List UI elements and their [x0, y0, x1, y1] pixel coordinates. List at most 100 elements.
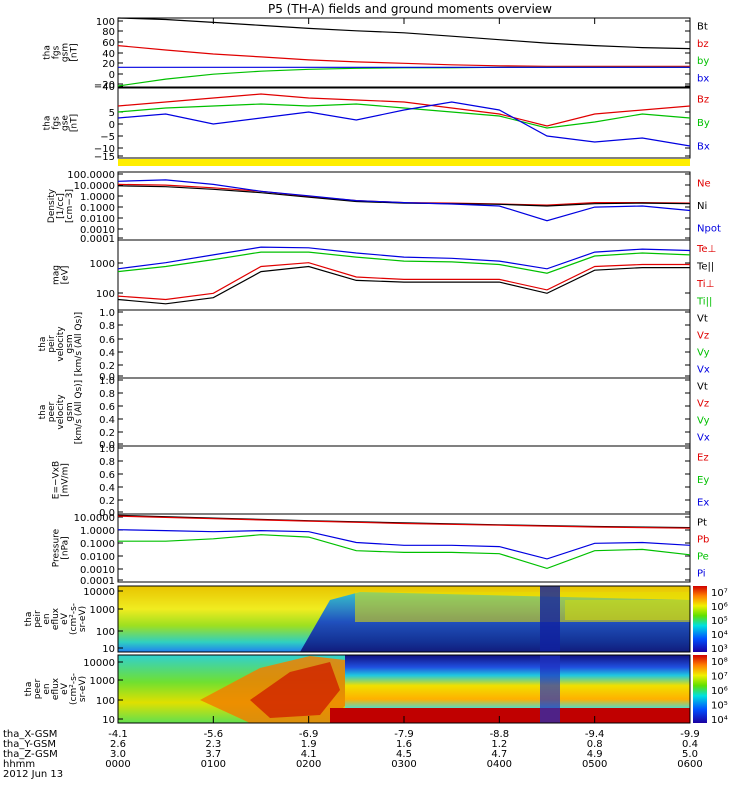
ylabel-line: [nPa]	[61, 536, 71, 559]
ylabel-line: eflux	[51, 677, 61, 700]
xtick-y-gsm: 1.6	[396, 739, 412, 750]
ylabel-line: [mV/m]	[61, 463, 71, 497]
ylabel-line: peir	[47, 335, 57, 353]
xtick-z-gsm: 4.5	[396, 749, 412, 760]
ytick-label: 1.0000	[80, 526, 115, 537]
colorbar-label: 10⁴	[711, 630, 728, 641]
ytick-label: 0.0100	[80, 552, 115, 563]
ylabel-line: [km/s (All Qs)]	[74, 312, 84, 376]
ytick-label: 1.0	[99, 444, 115, 455]
xtick-time: 0400	[487, 759, 512, 770]
ytick-label: 0.8	[99, 389, 115, 400]
ylabel-peer-velocity: tha peer velocity gsm [km/s (All Qs)]	[38, 380, 84, 444]
legend-pressure-1: Pb	[697, 535, 709, 546]
ytick-label: 0.6	[99, 335, 115, 346]
xtick-y-gsm: 1.9	[301, 739, 317, 750]
legend-peer-velocity-1: Vz	[697, 399, 709, 410]
xtick-y-gsm: 2.6	[110, 739, 126, 750]
ytick-label: 1.0	[99, 308, 115, 319]
legend-temperature-2: Ti⊥	[696, 279, 714, 290]
colorbar-label: 10⁵	[711, 616, 728, 627]
ytick-label: −10	[94, 144, 115, 155]
ylabel-line: [km/s (All Qs)]	[74, 380, 84, 444]
ylabel-line: fgs	[52, 45, 62, 59]
ylabel-line: mag	[52, 265, 62, 285]
ytick-label: 1000	[90, 676, 115, 687]
series-pressure-Pt	[117, 514, 691, 529]
ytick-label: 0.0010	[80, 565, 115, 576]
ytick-label: 10000	[83, 658, 115, 669]
ytick-label: 5	[109, 108, 115, 119]
xtick-x-gsm: -9.4	[585, 729, 605, 740]
panel-frame-peir-velocity	[117, 309, 691, 379]
legend-fgs-gse-1: By	[697, 118, 710, 129]
ion-spectrogram	[118, 586, 690, 652]
ylabel-peir-eflux: tha peir en eflux eV (cm²-s-sr-eV)	[24, 603, 88, 635]
spectrogram-axes-peir-eflux: 10000 1000 100 10 tha peir en eflux eV (cm²-s-sr-…	[24, 585, 691, 655]
ylabel-peer-eflux: tha peer en eflux eV (cm²-s-sr-eV)	[24, 673, 88, 705]
legend-efield-2: Ex	[697, 498, 709, 509]
ylabel-line: tha	[38, 405, 48, 420]
ylabel-line: velocity	[56, 326, 66, 362]
ytick-label: 0.8	[99, 457, 115, 468]
colorbar-ticks: 10⁷ 10⁶ 10⁵ 10⁴ 10³ 10⁸ 10⁷ 10⁶ 10⁵ 10⁴	[711, 588, 728, 726]
ion-spectrogram-dropout	[540, 586, 560, 652]
ytick-label: 80	[102, 27, 115, 38]
xtick-x-gsm: -8.8	[490, 729, 510, 740]
ytick-label: 0.8	[99, 321, 115, 332]
xaxis-row-label: tha_Z-GSM	[3, 749, 58, 760]
ytick-label: 100	[96, 627, 115, 638]
ylabel-line: en	[42, 613, 52, 624]
series-density-Npot	[117, 179, 691, 222]
panel-efield: 1.0 0.8 0.6 0.4 0.20.0 E=−VxB [mV/m] Ez Ey Ex	[52, 444, 710, 519]
ytick-label: 100	[96, 696, 115, 707]
colorbar-label: 10⁷	[711, 672, 728, 683]
ytick-label: 100.0000	[67, 170, 115, 181]
ytick-label: 20	[102, 59, 115, 70]
panel-density: 100.000010.00001.00000.10000.01000.00100…	[47, 170, 721, 245]
ylabel-fgs-gse: tha fgs gse [nT]	[43, 114, 80, 132]
xtick-time: 0300	[391, 759, 416, 770]
series-temperature-Te⊥	[117, 262, 690, 301]
xtick-y-gsm: 1.2	[491, 739, 507, 750]
ytick-label: 0.0100	[80, 214, 115, 225]
ylabel-line: Density	[47, 188, 57, 223]
legend-peer-velocity-0: Vt	[697, 382, 708, 393]
colorbar-label: 10⁵	[711, 701, 728, 712]
ytick-label: 1.0	[99, 376, 115, 387]
legend-density-0: Ne	[697, 178, 711, 189]
legend-pressure-0: Pt	[697, 518, 707, 529]
ylabel-line: tha	[24, 682, 34, 697]
ytick-label: 0.0	[99, 440, 115, 451]
ylabel-line: peir	[33, 610, 43, 628]
ytick-label: 0	[109, 70, 115, 81]
ylabel-line: tha	[38, 337, 48, 352]
legend-efield-0: Ez	[697, 452, 709, 463]
legend-temperature-1: Te||	[696, 261, 714, 272]
ylabel-line: sr-eV)	[78, 676, 88, 702]
series-fgs-gse-Bz	[117, 93, 691, 127]
legend-density-2: Npot	[697, 224, 721, 235]
ytick-label: −40	[94, 82, 115, 93]
ylabel-fgs-gsm: tha fgs gsm [nT]	[43, 43, 80, 62]
ytick-label: 0.6	[99, 402, 115, 413]
series-fgs-gsm-by	[117, 66, 690, 87]
electron-spectrogram	[118, 655, 690, 723]
panel-frame-fgs-gse	[117, 87, 691, 159]
ytick-label: −20	[94, 80, 115, 91]
xtick-z-gsm: 3.7	[205, 749, 221, 760]
series-pressure-Pe	[118, 534, 691, 570]
legend-peer-velocity-2: Vy	[697, 416, 710, 427]
electron-spectrogram-core	[250, 662, 340, 718]
ytick-label: 10.0000	[74, 181, 115, 192]
ytick-label: 10	[102, 715, 115, 726]
ytick-label: −15	[94, 152, 115, 163]
ylabel-line: gsm	[61, 43, 71, 62]
legend-fgs-gsm-1: bz	[697, 39, 709, 50]
series-temperature-Ti||	[117, 251, 691, 274]
legend-peer-velocity-3: Vx	[697, 433, 710, 444]
